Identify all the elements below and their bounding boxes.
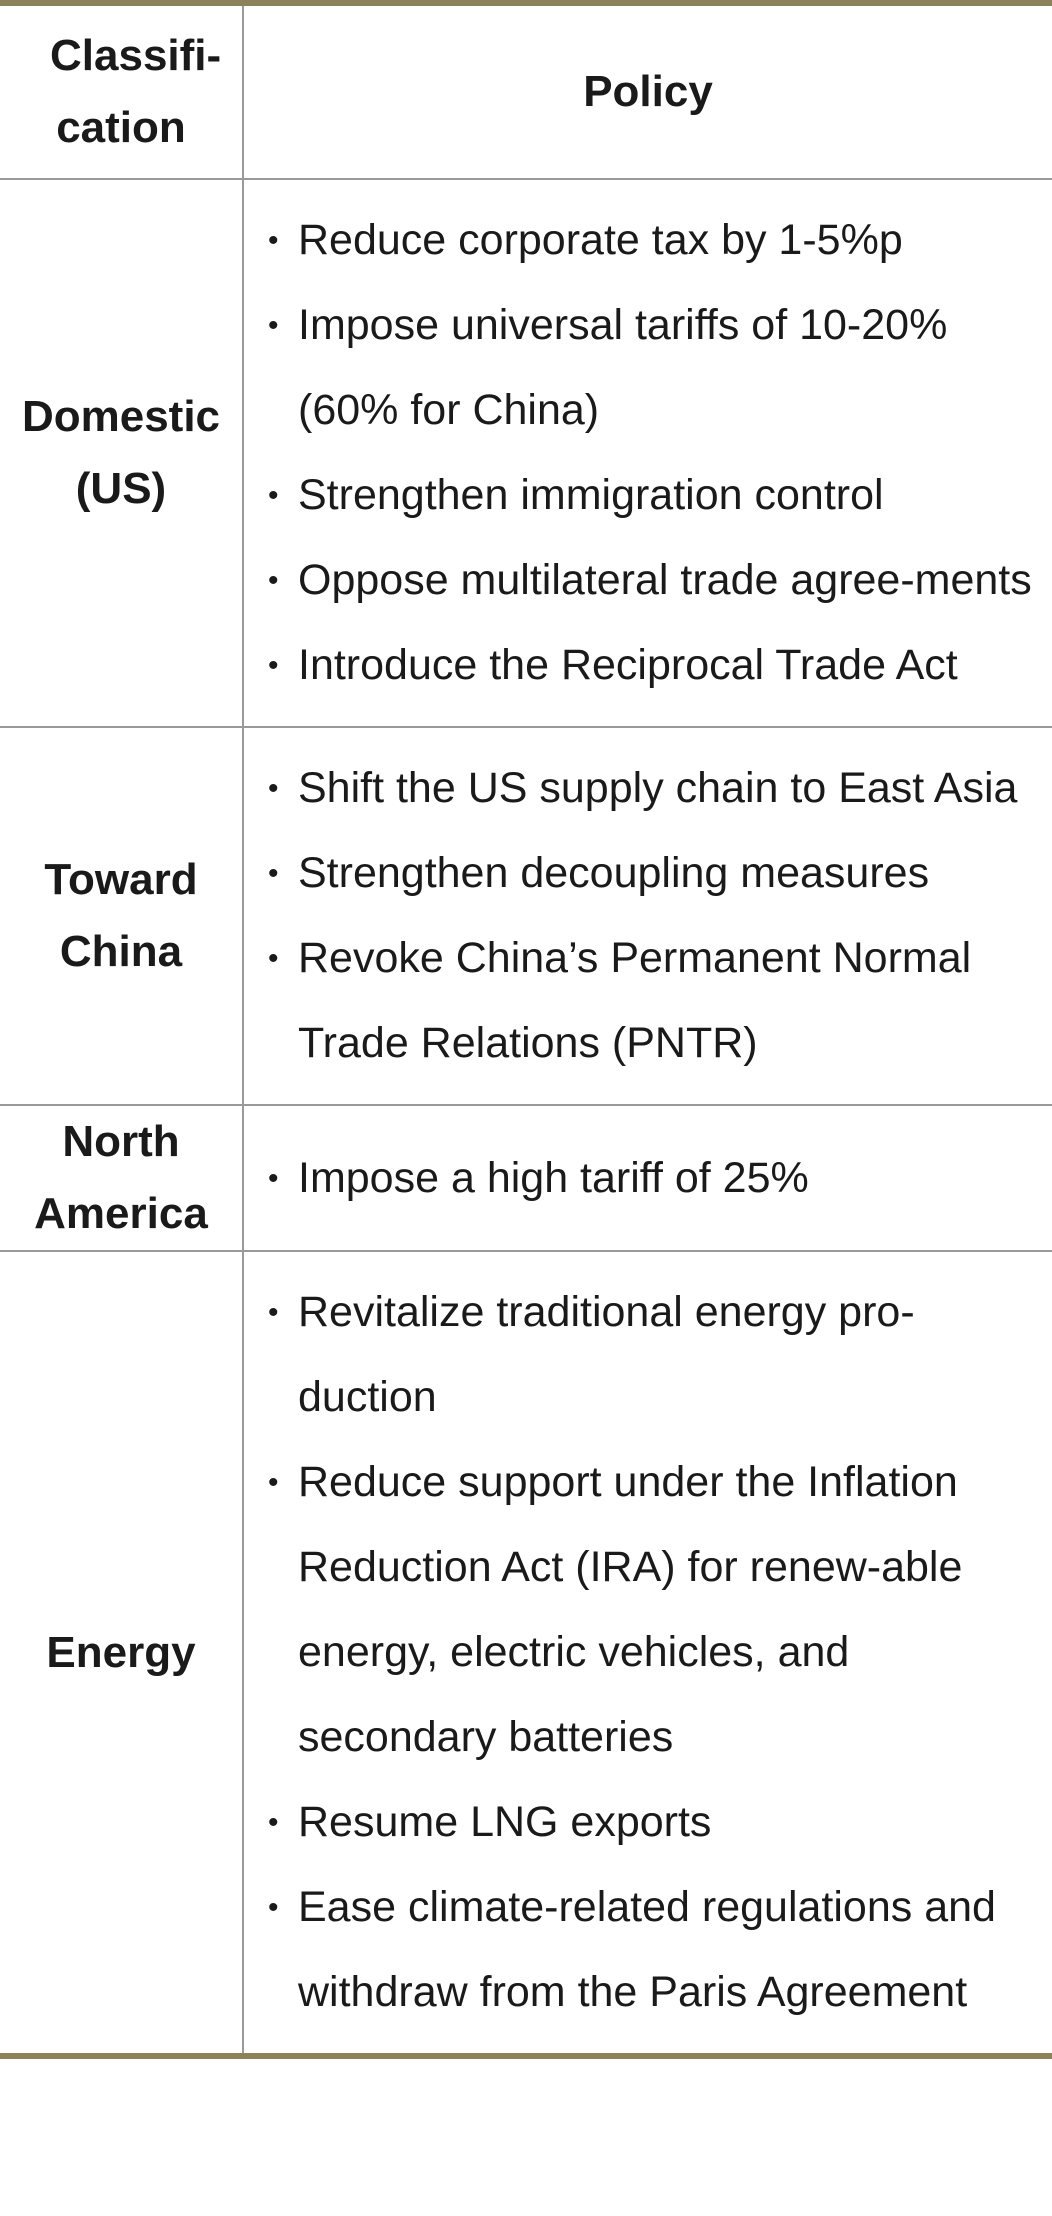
table-row: North AmericaImpose a high tariff of 25% bbox=[0, 1104, 1052, 1251]
category-cell: North America bbox=[0, 1104, 244, 1251]
policy-item: Resume LNG exports bbox=[244, 1780, 1046, 1865]
table-body: Domestic (US)Reduce corporate tax by 1-5… bbox=[0, 178, 1052, 2056]
policy-item: Oppose multilateral trade agree-ments bbox=[244, 538, 1046, 623]
table-row: EnergyRevitalize traditional energy pro-… bbox=[0, 1250, 1052, 2056]
policy-item: Impose a high tariff of 25% bbox=[244, 1136, 1046, 1221]
policy-item: Strengthen decoupling measures bbox=[244, 831, 1046, 916]
category-cell: Toward China bbox=[0, 726, 244, 1105]
policy-item: Ease climate-related regulations and wit… bbox=[244, 1865, 1046, 2035]
header-row: Classifi-cation Policy bbox=[0, 2, 1052, 179]
policy-cell: Shift the US supply chain to East AsiaSt… bbox=[243, 726, 1052, 1105]
header-cell: Policy bbox=[243, 2, 1052, 179]
policy-list: Reduce corporate tax by 1-5%pImpose univ… bbox=[244, 180, 1052, 726]
policy-table: Classifi-cation Policy Domestic (US)Redu… bbox=[0, 0, 1052, 2059]
policy-item: Shift the US supply chain to East Asia bbox=[244, 746, 1046, 831]
policy-item: Impose universal tariffs of 10-20% (60% … bbox=[244, 283, 1046, 453]
policy-cell: Impose a high tariff of 25% bbox=[243, 1104, 1052, 1251]
policy-item: Introduce the Reciprocal Trade Act bbox=[244, 623, 1046, 708]
table-row: Domestic (US)Reduce corporate tax by 1-5… bbox=[0, 178, 1052, 727]
table-row: Toward ChinaShift the US supply chain to… bbox=[0, 726, 1052, 1105]
policy-item: Reduce corporate tax by 1-5%p bbox=[244, 198, 1046, 283]
policy-item: Strengthen immigration control bbox=[244, 453, 1046, 538]
category-cell: Domestic (US) bbox=[0, 178, 244, 727]
category-cell: Energy bbox=[0, 1250, 244, 2056]
policy-item: Revoke China’s Permanent Normal Trade Re… bbox=[244, 916, 1046, 1086]
policy-item: Revitalize traditional energy pro-ductio… bbox=[244, 1270, 1046, 1440]
policy-cell: Revitalize traditional energy pro-ductio… bbox=[243, 1250, 1052, 2056]
header-cell: Classifi-cation bbox=[0, 2, 244, 179]
policy-item: Reduce support under the Inflation Reduc… bbox=[244, 1440, 1046, 1780]
policy-list: Impose a high tariff of 25% bbox=[244, 1118, 1052, 1239]
policy-list: Revitalize traditional energy pro-ductio… bbox=[244, 1252, 1052, 2053]
policy-cell: Reduce corporate tax by 1-5%pImpose univ… bbox=[243, 178, 1052, 727]
policy-list: Shift the US supply chain to East AsiaSt… bbox=[244, 728, 1052, 1104]
